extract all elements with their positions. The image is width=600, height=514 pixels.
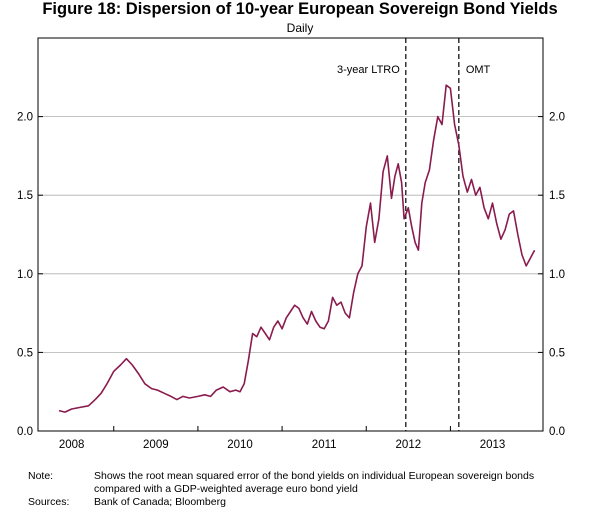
- y-tick-label-right: 2.0: [549, 112, 565, 124]
- x-tick-label: 2013: [480, 439, 506, 451]
- note-row: Note: Shows the root mean squared error …: [28, 470, 564, 496]
- x-tick-label: 2010: [227, 439, 253, 451]
- y-tick-label-left: 0.5: [17, 347, 33, 359]
- y-tick-label-left: 1.0: [17, 269, 33, 281]
- y-tick-label-left: 0.0: [17, 426, 33, 438]
- y-tick-label-right: 1.5: [549, 190, 565, 202]
- y-tick-label-right: 1.0: [549, 269, 565, 281]
- sources-text: Bank of Canada; Bloomberg: [94, 496, 226, 508]
- chart-title: Figure 18: Dispersion of 10-year Europea…: [42, 0, 558, 18]
- y-tick-label-left: 1.5: [17, 190, 33, 202]
- series-line: [58, 84, 536, 413]
- note-label: Note:: [28, 470, 54, 482]
- event-label: OMT: [466, 64, 491, 76]
- x-tick-label: 2011: [312, 439, 337, 451]
- plot-frame: [37, 37, 544, 432]
- x-tick-label: 2008: [59, 439, 85, 451]
- sources-label: Sources:: [28, 496, 70, 508]
- chart-area: 0.0 0.0 0.5 0.5 1.0 1.0 1.5 1.5 2.0 2.0 2008 2009 20…: [17, 37, 565, 451]
- note-text: Shows the root mean squared error of the…: [94, 470, 535, 495]
- y-tick-label-right: 0.0: [549, 426, 565, 438]
- y-tick-label-left: 2.0: [17, 112, 33, 124]
- event-label: 3-year LTRO: [337, 64, 400, 76]
- x-tick-label: 2009: [143, 439, 169, 451]
- footnotes: Note: Shows the root mean squared error …: [28, 470, 564, 509]
- chart-subtitle: Daily: [286, 21, 314, 35]
- x-tick-label: 2012: [396, 439, 422, 451]
- y-tick-label-right: 0.5: [549, 347, 565, 359]
- sources-row: Sources: Bank of Canada; Bloomberg: [28, 496, 564, 509]
